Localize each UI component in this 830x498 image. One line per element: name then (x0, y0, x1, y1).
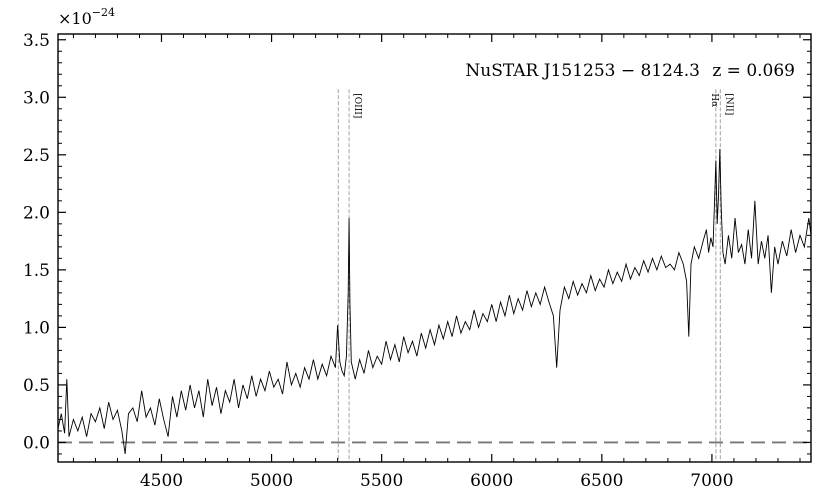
y-tick-label: 1.0 (23, 318, 50, 338)
x-tick-label: 4500 (140, 471, 183, 491)
y-tick-label: 2.0 (23, 203, 50, 223)
y-multiplier-base: ×10 (58, 9, 92, 28)
y-multiplier-exponent: −24 (92, 6, 115, 19)
y-tick-label: 1.5 (23, 261, 50, 281)
annotation-source: NuSTAR J151253 − 8124.3 (465, 61, 700, 81)
emission-line-label: Hα (709, 93, 719, 107)
x-tick-label: 6500 (580, 471, 623, 491)
annotation-redshift: z = 0.069 (712, 61, 795, 81)
y-tick-label: 3.5 (23, 31, 50, 51)
plot-frame (57, 33, 812, 463)
y-tick-label: 0.0 (23, 433, 50, 453)
spectrum-series-line (58, 149, 811, 455)
x-tick-label: 6000 (470, 471, 513, 491)
emission-line-label: [OIII] (352, 93, 362, 118)
axis-ticks: 4500 5000 5500 6000 6500 7000 0.0 0.5 1.0 1.5 2.0 2… (23, 31, 811, 491)
y-tick-label: 3.0 (23, 88, 50, 108)
x-tick-label: 5500 (360, 471, 403, 491)
x-tick-label: 7000 (690, 471, 733, 491)
y-tick-label: 0.5 (23, 376, 50, 396)
emission-line-label: [NII] (723, 93, 733, 115)
x-tick-label: 5000 (250, 471, 293, 491)
y-multiplier-label: ×10−24 (58, 6, 115, 28)
y-tick-label: 2.5 (23, 146, 50, 166)
emission-line-markers: [OIII] Hα [NII] (337, 89, 733, 462)
